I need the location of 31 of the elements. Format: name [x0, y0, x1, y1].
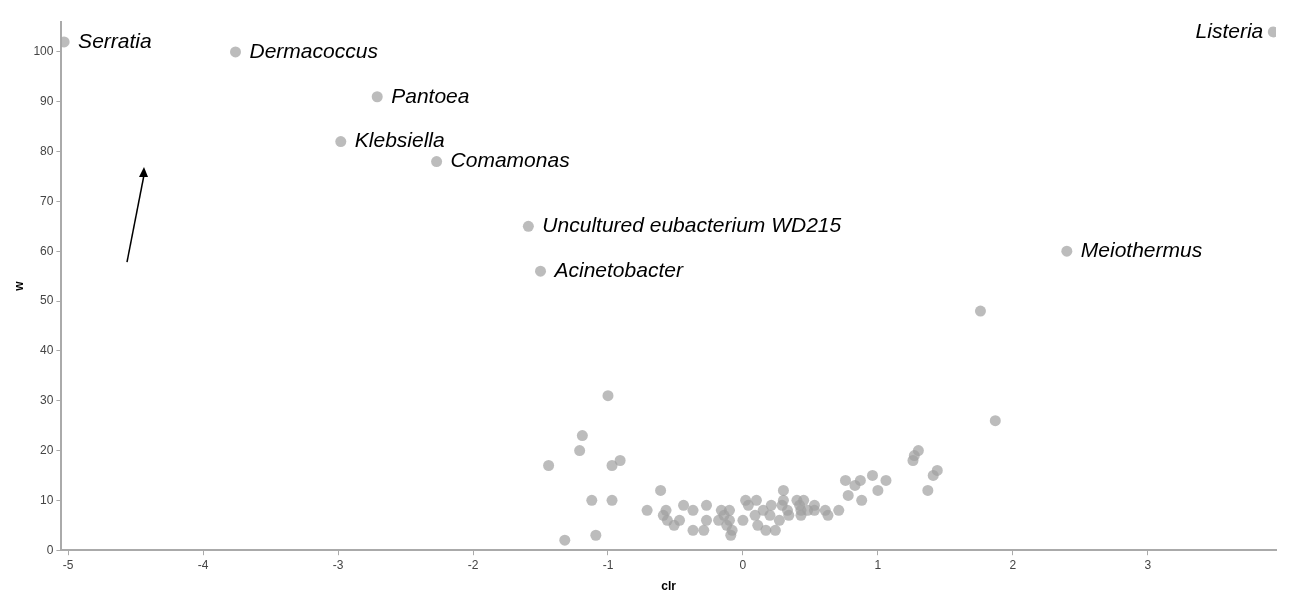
y-tick-label: 100: [33, 44, 54, 59]
annotation: Serratia: [78, 28, 152, 52]
y-axis-title: w: [11, 280, 26, 292]
x-axis-title: clr: [661, 579, 677, 594]
annotation: Uncultured eubacterium WD215: [542, 213, 842, 237]
y-tick-label: 30: [40, 393, 54, 408]
x-tick-label: 0: [739, 557, 747, 572]
x-tick-label: 3: [1144, 557, 1152, 572]
x-tick-label: -5: [62, 557, 74, 572]
annotation: Listeria: [1195, 18, 1264, 42]
annotation: Comamonas: [450, 148, 571, 172]
x-tick-label: -1: [602, 557, 614, 572]
x-tick-label: -2: [467, 557, 479, 572]
annotation: Klebsiella: [354, 128, 445, 152]
x-tick-label: -4: [197, 557, 209, 572]
annotation: Acinetobacter: [552, 257, 684, 281]
annotation: Pantoea: [391, 83, 470, 107]
y-tick-label: 80: [40, 143, 54, 158]
y-tick-label: 20: [40, 442, 54, 457]
y-tick-label: 40: [40, 343, 54, 358]
x-tick-label: 2: [1009, 557, 1017, 572]
annotation: Meiothermus: [1080, 238, 1203, 262]
x-tick-label: 1: [874, 557, 882, 572]
y-tick-label: 0: [46, 542, 54, 557]
y-tick-label: 70: [40, 193, 54, 208]
y-tick-label: 10: [40, 492, 54, 507]
y-tick-label: 50: [40, 293, 54, 308]
x-tick-label: -3: [332, 557, 344, 572]
y-tick-label: 60: [40, 243, 54, 258]
y-tick-label: 90: [40, 94, 54, 109]
annotation: Dermacoccus: [249, 38, 379, 62]
